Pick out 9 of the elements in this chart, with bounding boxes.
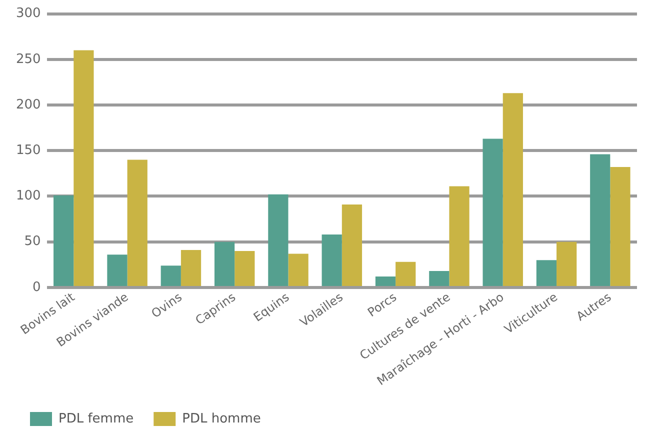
y-tick-label: 150 [16, 143, 41, 158]
y-tick-label: 200 [16, 97, 41, 112]
legend-label: PDL femme [58, 411, 134, 426]
y-tick-label: 100 [16, 188, 41, 204]
legend-label: PDL homme [182, 411, 261, 426]
y-tick-label: 50 [24, 234, 41, 250]
y-tick-label: 300 [16, 6, 41, 22]
y-tick-label: 0 [32, 280, 41, 295]
y-tick-label: 250 [16, 52, 41, 67]
